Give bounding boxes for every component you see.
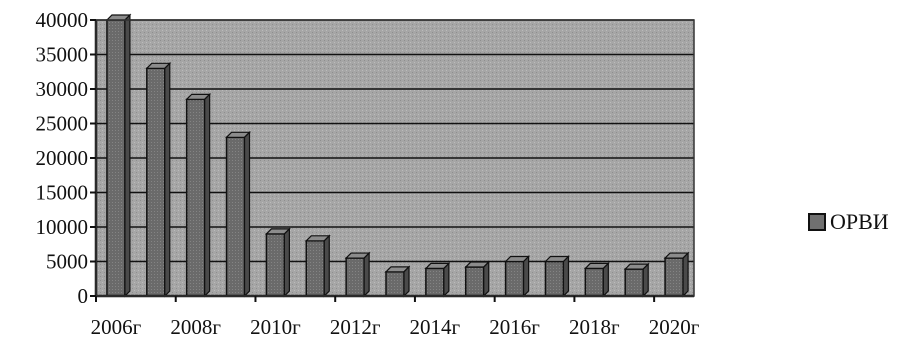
bar <box>345 257 365 297</box>
bar <box>265 233 286 297</box>
bar-side <box>283 227 290 298</box>
legend: ОРВИ <box>808 209 889 235</box>
legend-swatch <box>808 213 826 231</box>
x-tick-label: 2008г <box>170 315 221 339</box>
axes <box>90 19 695 302</box>
x-tick-label: 2016г <box>489 315 540 339</box>
bar <box>185 98 206 297</box>
y-tick-label: 20000 <box>36 146 89 170</box>
x-tick-label: 2012г <box>330 315 381 339</box>
y-tick-label: 10000 <box>36 215 89 239</box>
bar-side <box>164 61 171 298</box>
bar <box>385 271 405 297</box>
bar <box>624 268 644 297</box>
bar-side <box>363 251 370 298</box>
bar-side <box>323 234 330 298</box>
y-tick-labels: 0 5000 10000 15000 20000 25000 30000 35000 40000 <box>36 8 89 308</box>
bar <box>464 266 485 297</box>
bar <box>544 260 565 297</box>
bar <box>146 67 166 297</box>
bar-side <box>124 13 131 298</box>
bar-side <box>642 262 649 298</box>
y-tick-label: 25000 <box>36 112 89 136</box>
y-tick-label: 30000 <box>36 77 89 101</box>
y-tick-label: 40000 <box>36 8 89 32</box>
bar <box>504 260 525 297</box>
bars <box>105 13 690 298</box>
y-tick-label: 0 <box>78 284 89 308</box>
bar <box>425 267 445 297</box>
bar-side <box>204 92 211 298</box>
x-tick-label: 2014г <box>410 315 461 339</box>
x-tick-label: 2018г <box>569 315 620 339</box>
bar-side <box>483 260 490 298</box>
bar-side <box>602 261 609 298</box>
legend-label: ОРВИ <box>830 209 889 234</box>
x-tick-label: 2006г <box>91 315 142 339</box>
y-tick-label: 35000 <box>36 43 89 67</box>
x-tick-label: 2010г <box>250 315 301 339</box>
bar-side <box>243 130 251 298</box>
bar <box>225 136 246 297</box>
bar-side <box>403 265 410 298</box>
bar-side <box>562 255 570 298</box>
bar-side <box>682 251 689 298</box>
y-tick-label: 5000 <box>46 250 88 274</box>
bar <box>106 19 126 297</box>
x-tick-label: 2020г <box>649 315 700 339</box>
bar-side <box>443 261 450 298</box>
bar <box>305 240 326 297</box>
x-tick-labels: 2006г 2008г 2010г 2012г 2014г 2016г 2018г 2020г <box>91 315 700 339</box>
bar <box>664 257 684 297</box>
bar <box>584 267 605 297</box>
y-tick-label: 15000 <box>36 181 89 205</box>
bar-side <box>522 255 530 298</box>
